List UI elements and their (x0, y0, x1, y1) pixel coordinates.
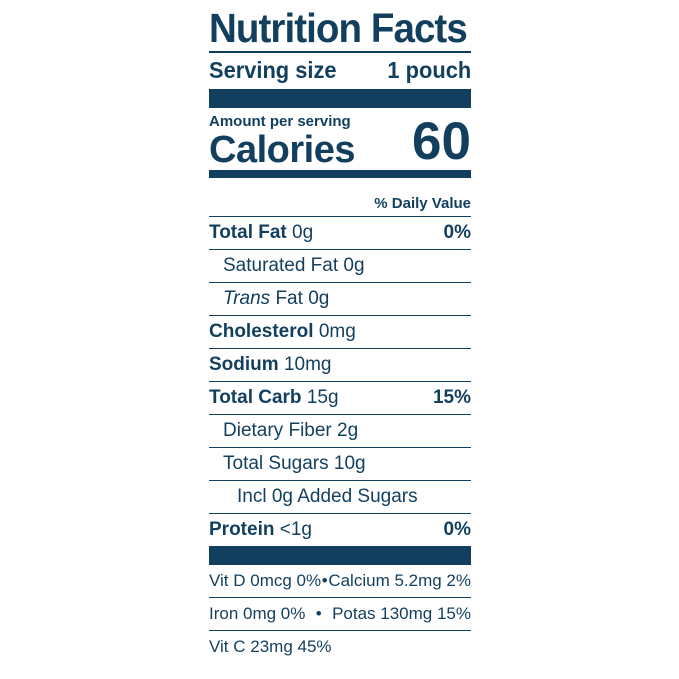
serving-size-value: 1 pouch (387, 57, 472, 83)
nutrient-name: Total Fat (209, 222, 287, 243)
nutrient-amount: 10mg (283, 354, 332, 375)
vitamin-row-3: Vit C 23mg 45% (209, 630, 471, 663)
calories-value: 60 (412, 112, 471, 171)
amount-per-serving: Amount per serving (209, 113, 351, 130)
nutrient-name: Total Carb (209, 387, 302, 408)
nutrient-row-protein: Protein <1g 0% (209, 513, 471, 546)
nutrient-row-total-sugars: Total Sugars 10g (209, 447, 471, 480)
calories-label: Calories (209, 129, 355, 171)
calories-block: Amount per serving Calories 60 (209, 108, 471, 171)
potassium: Potas 130mg 15% (332, 604, 471, 623)
nutrient-row-added-sugars: Incl 0g Added Sugars (209, 480, 471, 513)
serving-size-label: Serving size (209, 57, 337, 83)
nutrient-amount: 10g (333, 453, 366, 474)
vitamin-row-1: Vit D 0mcg 0% • Calcium 5.2mg 2% (209, 565, 471, 597)
nutrient-row-total-carb: Total Carb 15g 15% (209, 381, 471, 414)
nutrient-amount: 0mg (318, 321, 356, 342)
calcium: Calcium 5.2mg 2% (328, 571, 471, 590)
nutrient-name: Saturated Fat (223, 255, 339, 276)
nutrient-amount: <1g (279, 519, 312, 540)
nutrient-amount: 0g (292, 222, 314, 243)
divider (209, 51, 471, 53)
nutrient-amount: 2g (337, 420, 359, 441)
nutrient-row-trans-fat: Trans Fat 0g (209, 282, 471, 315)
vitamin-c: Vit C 23mg 45% (209, 637, 332, 656)
serving-size-row: Serving size 1 pouch (209, 53, 471, 87)
divider-medium (209, 170, 471, 178)
nutrient-name: Sodium (209, 354, 279, 375)
nutrient-row-saturated-fat: Saturated Fat 0g (209, 249, 471, 282)
bullet-separator: • (321, 571, 328, 590)
daily-value-header: % Daily Value (374, 195, 471, 212)
nutrient-amount: 0g (308, 288, 330, 309)
nutrient-row-cholesterol: Cholesterol 0mg (209, 315, 471, 348)
nutrient-name-suffix: Fat (270, 288, 303, 309)
bullet-separator: • (315, 604, 322, 623)
nutrient-row-dietary-fiber: Dietary Fiber 2g (209, 414, 471, 447)
nutrient-name: Cholesterol (209, 321, 314, 342)
nutrient-name: Dietary Fiber (223, 420, 332, 441)
nutrition-facts-label: Nutrition Facts Serving size 1 pouch Amo… (209, 6, 471, 663)
divider-thick (209, 546, 471, 565)
nutrient-name: Total Sugars (223, 453, 329, 474)
nutrient-dv: 15% (432, 387, 471, 408)
nutrient-name: Protein (209, 519, 275, 540)
nutrient-dv: 0% (443, 519, 471, 540)
divider-thick (209, 89, 471, 108)
iron: Iron 0mg 0% (209, 604, 306, 623)
label-title: Nutrition Facts (209, 5, 468, 51)
nutrient-amount: 15g (306, 387, 339, 408)
nutrient-name: Incl 0g Added Sugars (237, 486, 418, 507)
nutrient-row-total-fat: Total Fat 0g 0% (209, 216, 471, 249)
nutrient-row-sodium: Sodium 10mg (209, 348, 471, 381)
nutrient-amount: 0g (343, 255, 365, 276)
nutrient-dv: 0% (443, 222, 471, 243)
nutrient-name: Trans (223, 288, 271, 309)
vitamin-row-2: Iron 0mg 0% • Potas 130mg 15% (209, 597, 471, 630)
vitamin-d: Vit D 0mcg 0% (209, 571, 322, 590)
